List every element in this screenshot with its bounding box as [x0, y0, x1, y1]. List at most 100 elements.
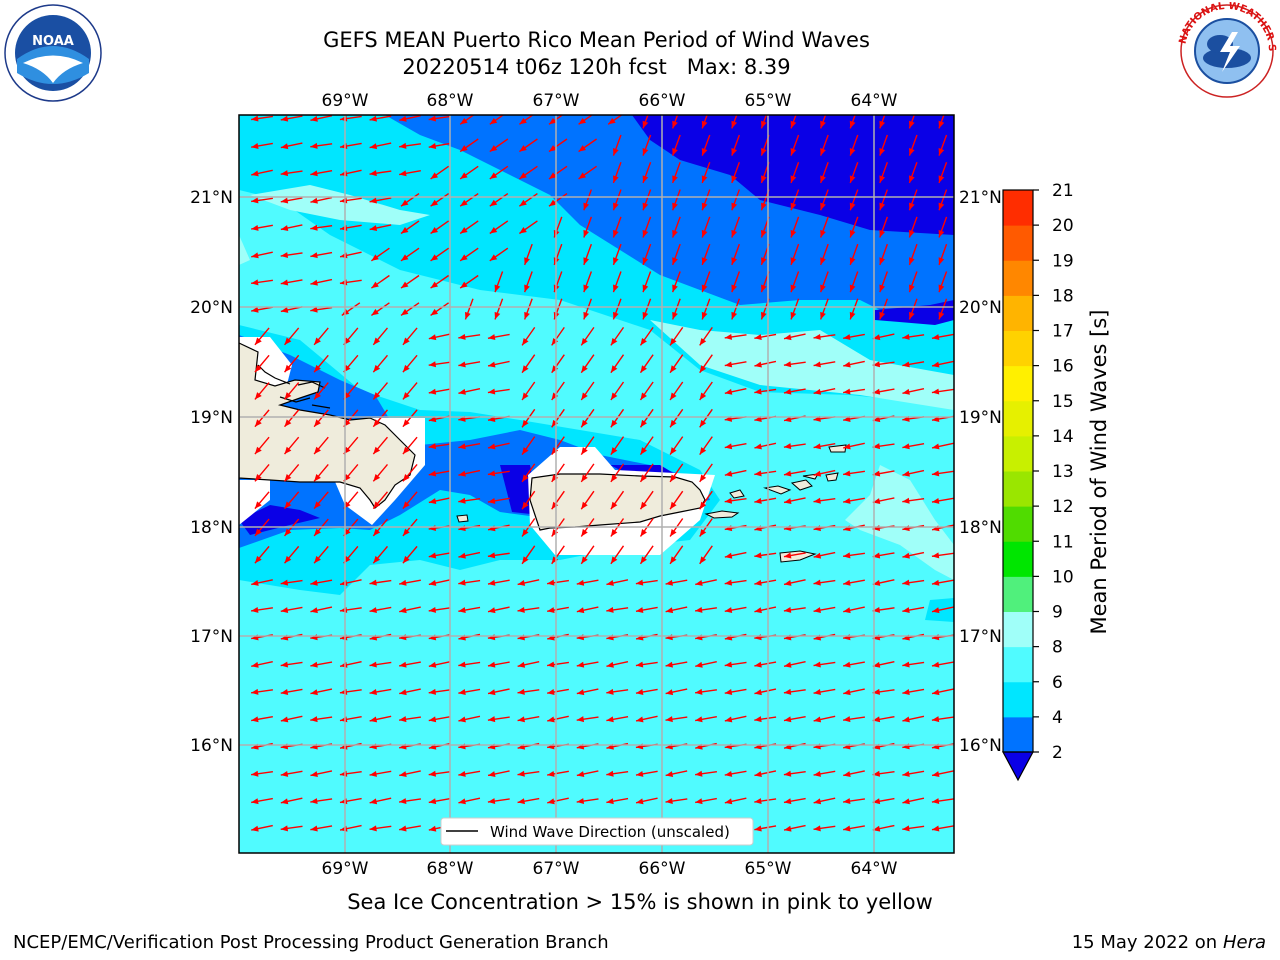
wind-wave-arrow [428, 716, 451, 723]
wind-wave-arrow [402, 545, 418, 564]
colorbar-band [1003, 365, 1033, 402]
wind-wave-arrow [671, 134, 681, 156]
wind-wave-arrow [606, 716, 629, 723]
wind-wave-arrow [280, 606, 303, 614]
wind-wave-arrow [430, 274, 450, 289]
latitude-label: 21°N [959, 188, 1002, 208]
wind-wave-arrow [459, 138, 479, 153]
wind-wave-arrow [458, 551, 481, 559]
wind-wave-arrow [372, 354, 389, 373]
wind-wave-arrow [310, 196, 333, 204]
wind-wave-arrow [310, 606, 333, 614]
wind-wave-arrow [908, 243, 918, 266]
wind-wave-arrow [580, 545, 595, 565]
wind-wave-arrow [665, 716, 688, 723]
wind-wave-arrow [783, 361, 806, 368]
wind-wave-arrow [521, 545, 536, 565]
wind-wave-arrow [251, 279, 273, 286]
wind-wave-arrow [724, 770, 747, 777]
wind-wave-arrow [902, 497, 925, 504]
wind-wave-arrow [701, 189, 711, 211]
wind-wave-arrow [280, 688, 303, 695]
wind-wave-arrow [280, 770, 303, 777]
noaa-logo-text: NOAA [32, 34, 74, 49]
wind-wave-arrow [551, 326, 565, 346]
wind-wave-arrow [695, 770, 717, 777]
wind-wave-arrow [819, 189, 829, 211]
wind-wave-arrow [283, 327, 300, 346]
wind-wave-arrow [639, 490, 654, 510]
wind-wave-arrow [487, 770, 510, 777]
wind-wave-arrow [310, 825, 333, 832]
wind-wave-arrow [547, 770, 569, 777]
wind-wave-arrow [607, 115, 623, 125]
wind-wave-arrow [843, 606, 865, 614]
wind-wave-arrow [428, 579, 451, 586]
wind-wave-arrow [487, 716, 510, 723]
wind-wave-arrow [580, 408, 595, 428]
wind-wave-arrow [783, 497, 806, 504]
wind-wave-arrow [580, 326, 595, 346]
wind-wave-arrow [547, 688, 569, 695]
wind-wave-arrow [283, 409, 300, 428]
wind-wave-arrow [760, 115, 768, 129]
wind-wave-arrow [669, 490, 684, 510]
wind-wave-arrow [313, 436, 329, 455]
latitude-label: 19°N [190, 408, 233, 428]
wind-wave-arrow [523, 271, 533, 293]
wind-wave-arrow [494, 298, 504, 320]
wind-wave-arrow [399, 798, 421, 805]
wind-wave-arrow [251, 661, 273, 668]
wind-wave-arrow [635, 797, 658, 805]
wind-wave-arrow [879, 115, 886, 129]
wind-wave-arrow [576, 688, 599, 696]
wind-wave-arrow [517, 770, 540, 777]
wind-wave-arrow [665, 606, 688, 614]
wind-wave-arrow [487, 360, 510, 368]
wind-wave-arrow [754, 579, 777, 586]
colorbar-tick-label: 12 [1052, 497, 1074, 517]
wind-wave-arrow [790, 115, 797, 129]
wind-wave-arrow [612, 216, 622, 238]
wind-wave-arrow [783, 470, 806, 477]
wind-wave-arrow [701, 243, 711, 266]
wind-wave-arrow [459, 220, 479, 235]
colorbar-extend-triangle [1001, 751, 1035, 782]
latitude-label: 20°N [959, 298, 1002, 318]
wind-wave-arrow [280, 825, 303, 832]
wind-wave-arrow [754, 606, 777, 614]
wind-wave-arrow [695, 579, 717, 586]
wind-wave-arrow [251, 716, 273, 723]
wind-wave-arrow [790, 162, 800, 184]
wind-wave-arrow [902, 333, 925, 340]
wind-wave-arrow [783, 661, 806, 668]
wind-wave-arrow [724, 579, 747, 586]
wind-wave-arrow [695, 688, 717, 695]
axis-labels: 69°W 69°W 68°W 68°W 67°W 67°W 66°W 66°W 65°W 65°W… [190, 91, 1002, 879]
wind-wave-arrow [610, 326, 625, 346]
wind-wave-arrow [580, 436, 595, 456]
wind-wave-arrow [669, 463, 684, 483]
wind-wave-arrow [254, 545, 270, 564]
wind-wave-arrow [754, 798, 777, 805]
wind-wave-arrow [938, 271, 948, 293]
virgin-islands-land [763, 444, 847, 495]
wind-wave-arrow [521, 436, 536, 456]
wind-wave-arrow [754, 688, 777, 696]
wind-wave-arrow [610, 381, 625, 401]
colorbar-band [1003, 681, 1033, 718]
wind-wave-arrow [635, 770, 658, 777]
wind-wave-arrow [938, 298, 948, 320]
wind-wave-arrow [701, 298, 711, 320]
wind-wave-arrow [843, 798, 865, 805]
wind-wave-arrow [754, 716, 777, 723]
wind-wave-arrow [671, 271, 681, 293]
wind-wave-arrow [521, 463, 536, 483]
wind-wave-arrow [283, 354, 300, 373]
map-frame [238, 114, 955, 854]
longitude-label: 66°W [639, 91, 686, 111]
wind-wave-arrow [902, 579, 925, 586]
wind-wave-arrow [754, 333, 777, 341]
colorbar-tick-label: 10 [1052, 567, 1074, 587]
wind-wave-arrow [399, 142, 421, 149]
